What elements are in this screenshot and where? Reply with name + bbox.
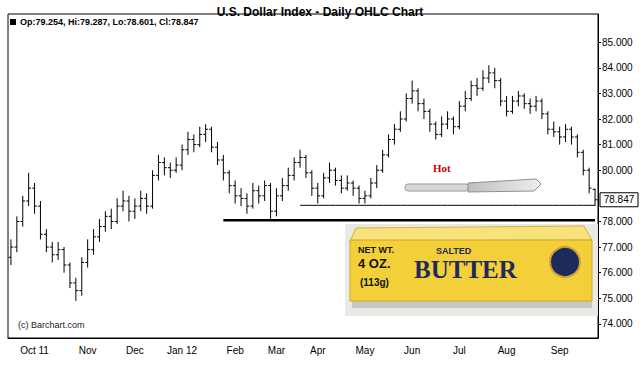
svg-text:U.S. Dollar Index - Daily OHLC: U.S. Dollar Index - Daily OHLC Chart bbox=[217, 5, 424, 19]
svg-text:78.000: 78.000 bbox=[602, 216, 633, 227]
svg-text:(113g): (113g) bbox=[360, 277, 389, 288]
svg-text:NET WT.: NET WT. bbox=[358, 245, 394, 255]
svg-text:85.000: 85.000 bbox=[602, 37, 633, 48]
svg-text:May: May bbox=[355, 345, 374, 356]
svg-text:4 OZ.: 4 OZ. bbox=[358, 256, 391, 271]
svg-text:75.000: 75.000 bbox=[602, 293, 633, 304]
svg-text:84.000: 84.000 bbox=[602, 62, 633, 73]
svg-text:Apr: Apr bbox=[310, 345, 326, 356]
svg-text:Feb: Feb bbox=[227, 345, 245, 356]
svg-text:82.000: 82.000 bbox=[602, 114, 633, 125]
svg-text:77.000: 77.000 bbox=[602, 242, 633, 253]
svg-text:Oct 11: Oct 11 bbox=[20, 345, 49, 356]
svg-text:Hot: Hot bbox=[433, 162, 451, 174]
svg-text:81.000: 81.000 bbox=[602, 139, 633, 150]
svg-text:Nov: Nov bbox=[79, 345, 97, 356]
svg-text:78.847: 78.847 bbox=[604, 194, 635, 205]
svg-text:Mar: Mar bbox=[268, 345, 286, 356]
svg-text:BUTTER: BUTTER bbox=[414, 256, 518, 283]
svg-text:Jun: Jun bbox=[404, 345, 420, 356]
svg-text:Op:79.254, Hi:79.287, Lo:78.60: Op:79.254, Hi:79.287, Lo:78.601, Cl:78.8… bbox=[20, 17, 199, 27]
svg-text:74.000: 74.000 bbox=[602, 318, 633, 329]
svg-text:80.000: 80.000 bbox=[602, 165, 633, 176]
svg-text:Aug: Aug bbox=[498, 345, 516, 356]
svg-text:Jan 12: Jan 12 bbox=[167, 345, 197, 356]
svg-text:SALTED: SALTED bbox=[436, 246, 472, 256]
svg-text:76.000: 76.000 bbox=[602, 267, 633, 278]
svg-text:Jul: Jul bbox=[453, 345, 466, 356]
svg-text:83.000: 83.000 bbox=[602, 88, 633, 99]
svg-text:(c) Barchart.com: (c) Barchart.com bbox=[18, 320, 85, 330]
svg-text:Sep: Sep bbox=[551, 345, 569, 356]
svg-text:Dec: Dec bbox=[126, 345, 144, 356]
